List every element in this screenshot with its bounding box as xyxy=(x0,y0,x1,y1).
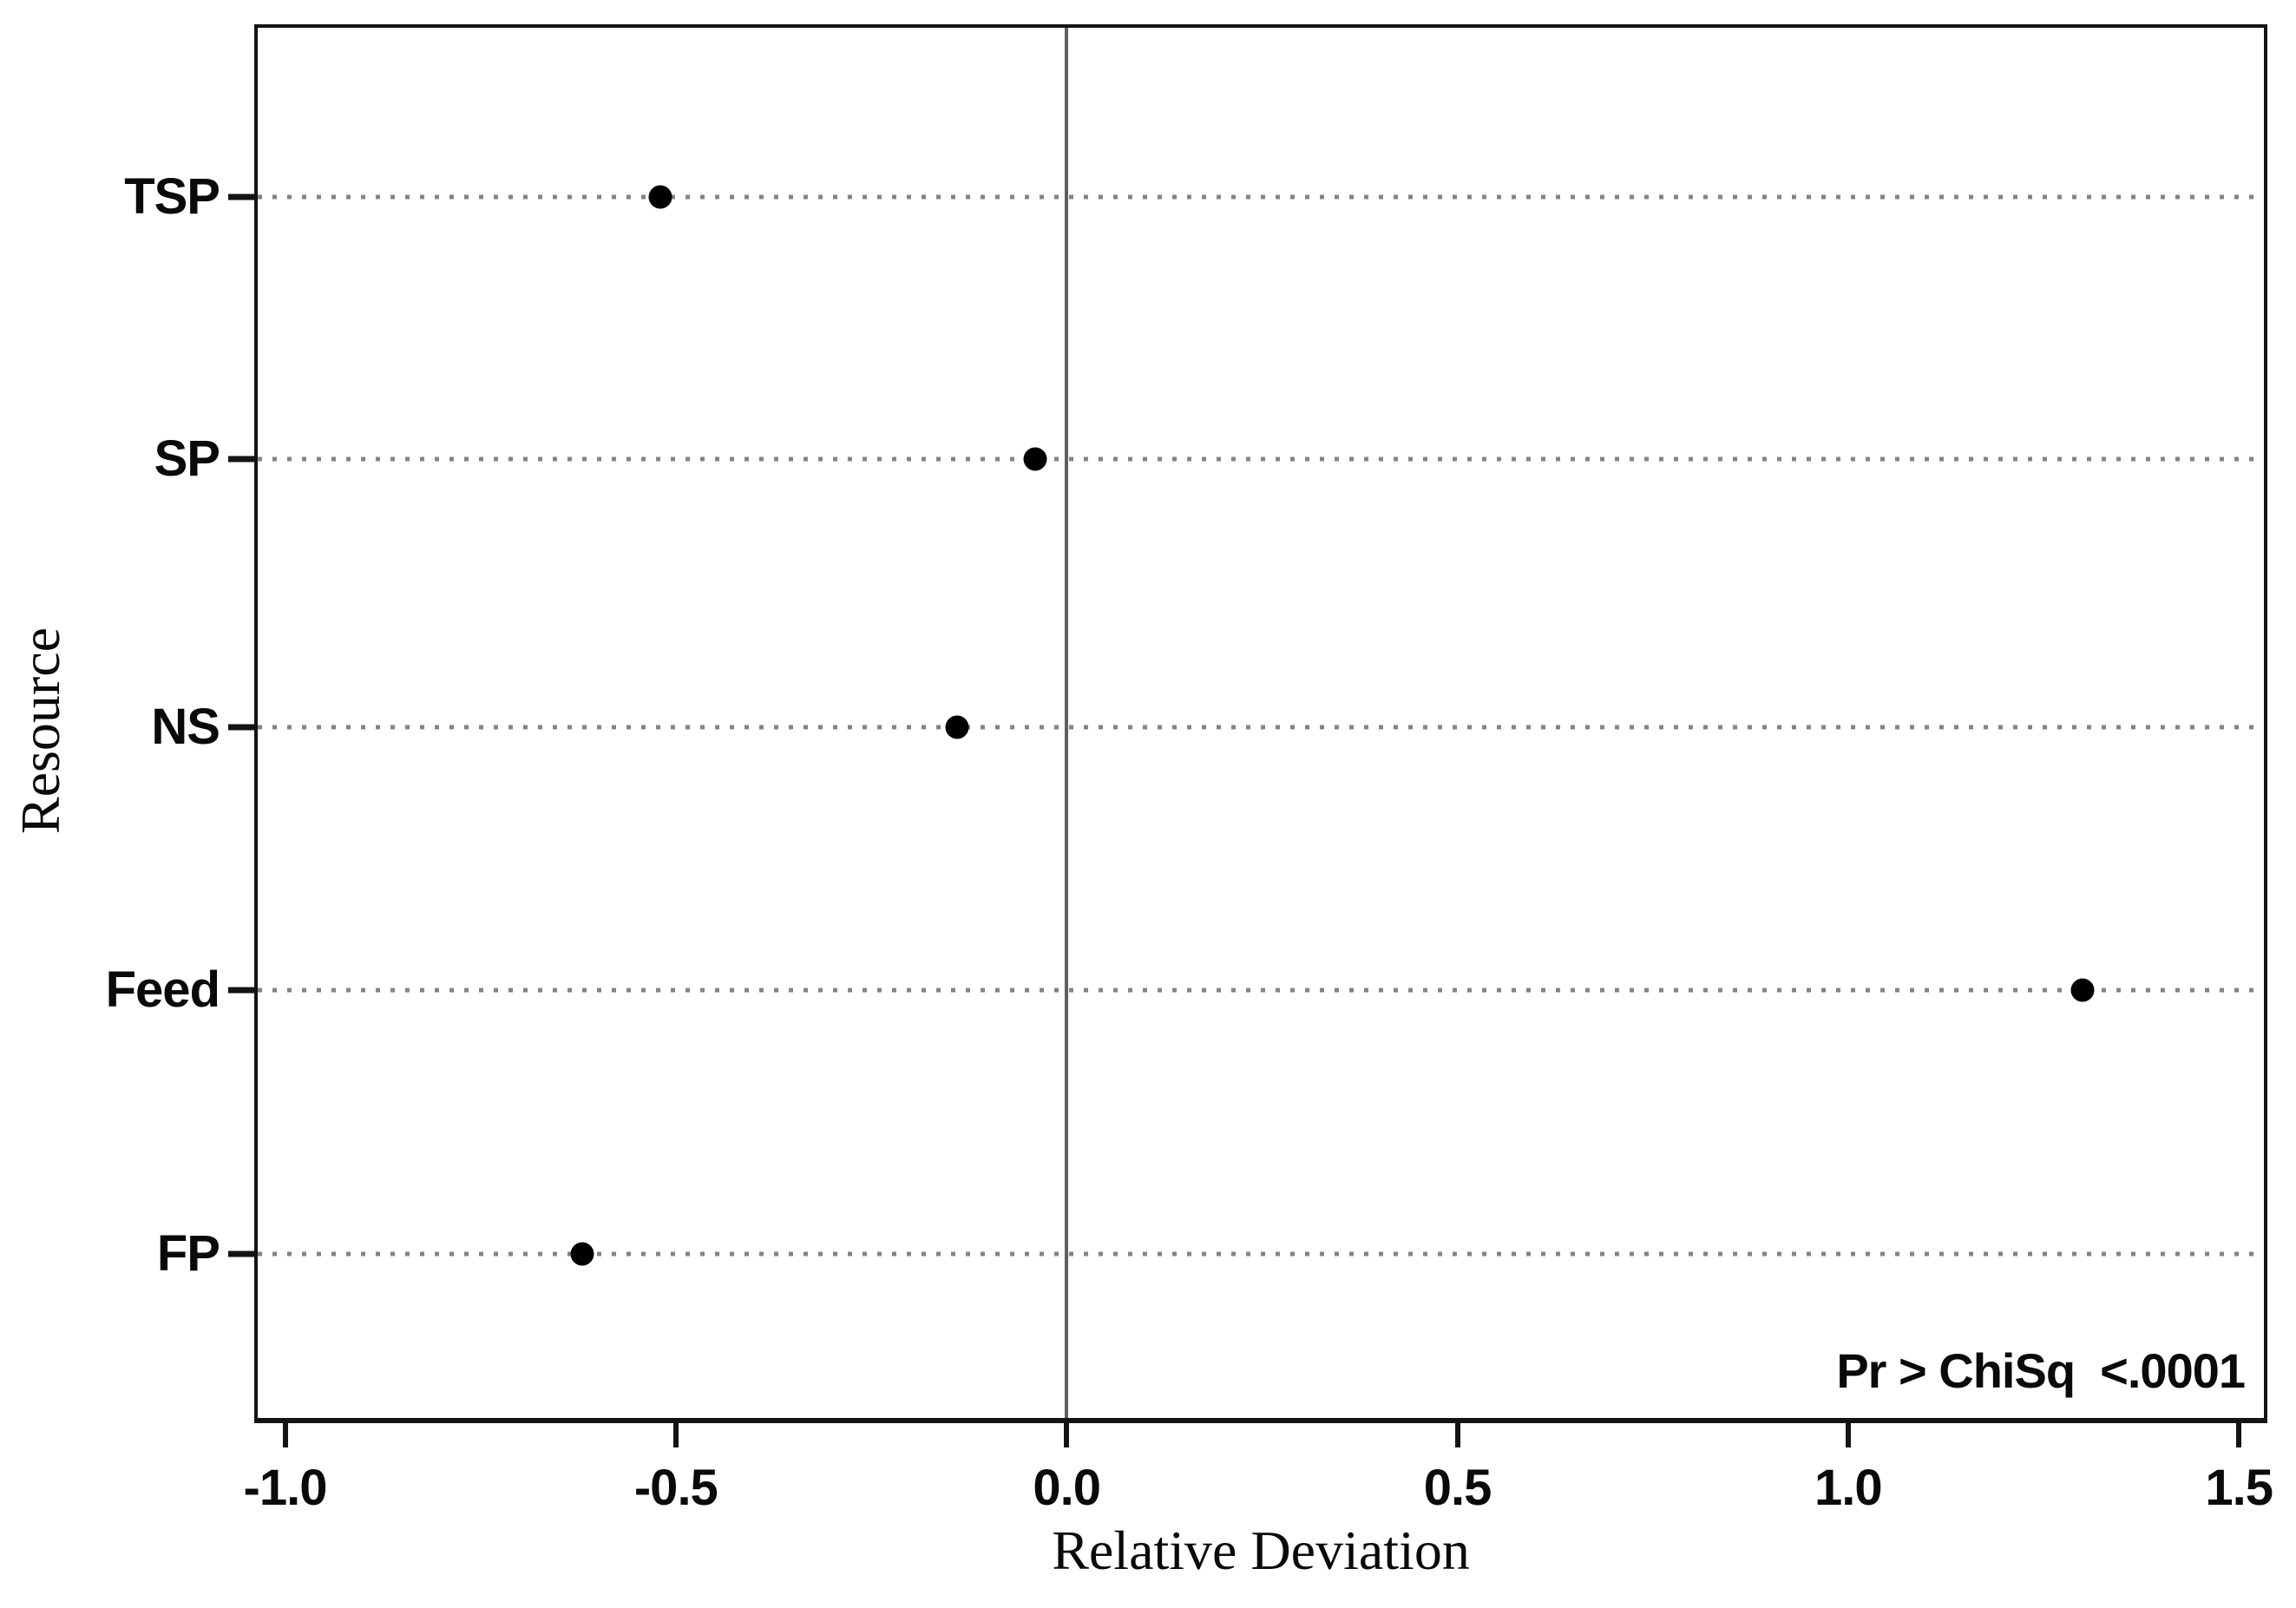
x-tick-label-1.5: 1.5 xyxy=(2205,1460,2273,1516)
x-axis-title: Relative Deviation xyxy=(1052,1519,1470,1581)
x-tick-0.0 xyxy=(1064,1423,1070,1447)
x-tick-label--0.5: -0.5 xyxy=(633,1460,718,1516)
x-tick-1.0 xyxy=(1845,1423,1851,1447)
x-tick--0.5 xyxy=(672,1423,679,1447)
x-tick-1.5 xyxy=(2236,1423,2242,1447)
gridline-tsp xyxy=(258,194,2264,200)
y-category-label-fp: FP xyxy=(156,1224,220,1282)
x-tick-label-0.5: 0.5 xyxy=(1423,1460,1492,1516)
zero-reference-line xyxy=(1065,28,1069,1418)
gridline-fp xyxy=(258,1251,2264,1257)
gridline-feed xyxy=(258,988,2264,993)
gridline-ns xyxy=(258,725,2264,730)
data-point-sp xyxy=(1023,447,1047,471)
data-point-tsp xyxy=(648,185,672,209)
y-tick-ns xyxy=(228,724,254,731)
y-tick-tsp xyxy=(228,194,254,200)
data-point-ns xyxy=(945,715,969,739)
y-tick-feed xyxy=(228,987,254,994)
plot-area: Pr > ChiSq <.0001 TSP SP NS Feed FP -1.0 -0.5 0… xyxy=(106,24,2273,1513)
x-tick-0.5 xyxy=(1454,1423,1460,1447)
y-category-label-feed: Feed xyxy=(105,961,220,1018)
x-tick-label-1.0: 1.0 xyxy=(1814,1460,1883,1516)
y-tick-sp xyxy=(228,456,254,463)
y-category-label-tsp: TSP xyxy=(124,168,220,226)
y-category-label-ns: NS xyxy=(151,698,220,755)
x-tick-label-0.0: 0.0 xyxy=(1033,1460,1101,1516)
pr-chisq-annotation: Pr > ChiSq <.0001 xyxy=(1836,1343,2246,1398)
x-tick--1.0 xyxy=(282,1423,288,1447)
gridline-sp xyxy=(258,456,2264,462)
y-category-label-sp: SP xyxy=(154,430,220,487)
y-tick-fp xyxy=(228,1250,254,1257)
x-tick-label--1.0: -1.0 xyxy=(243,1460,328,1516)
data-point-fp xyxy=(570,1242,594,1266)
data-point-feed xyxy=(2070,978,2095,1002)
y-axis-title: Resource xyxy=(10,627,71,835)
